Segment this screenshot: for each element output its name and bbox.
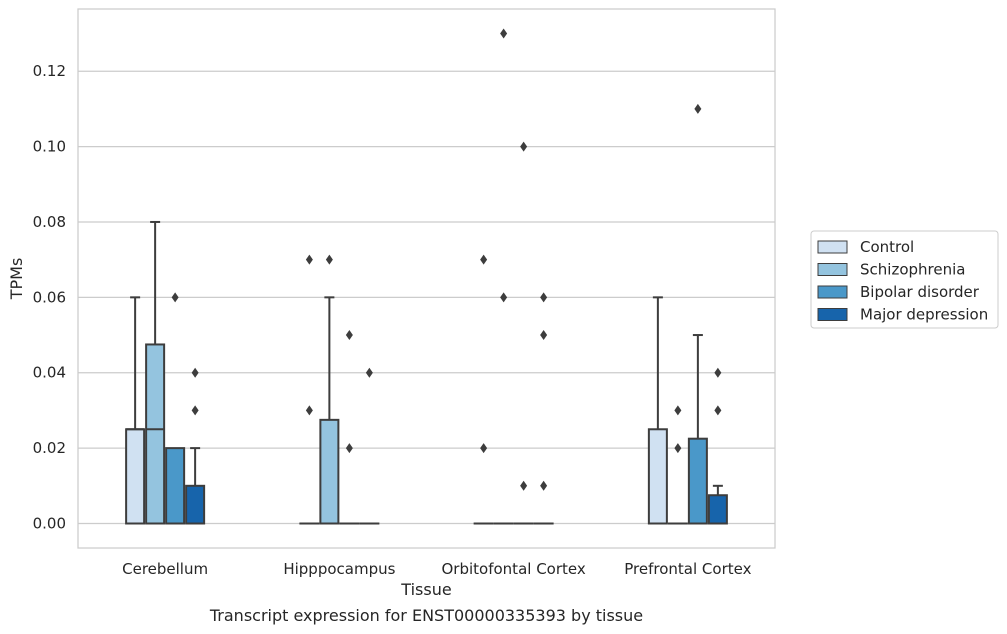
x-tick-label: Prefrontal Cortex (624, 560, 751, 578)
box-control (647, 296, 668, 525)
box-body (319, 418, 340, 525)
box-major-depression (533, 292, 554, 525)
plot-frame (77, 8, 776, 549)
chart-caption: Transcript expression for ENST0000033539… (209, 606, 644, 625)
outlier-point (171, 292, 179, 303)
y-tick-label: 0.06 (33, 288, 66, 306)
box-bipolar-disorder (165, 292, 186, 525)
outlier-point (500, 292, 508, 303)
x-tick-label: Hipppocampus (283, 560, 395, 578)
legend-swatch (817, 308, 848, 321)
legend-swatch (817, 240, 848, 254)
outlier-point (694, 103, 702, 114)
y-tick-label: 0.08 (33, 213, 66, 231)
outlier-point (305, 405, 313, 416)
box-major-depression (185, 367, 206, 525)
box-bipolar-disorder (339, 330, 360, 525)
box-bipolar-disorder (513, 141, 534, 525)
outlier-point (480, 254, 488, 265)
x-axis-ticks: Cerebellum Hipppocampus Orbitofontal Corte… (122, 560, 751, 578)
box-body (185, 484, 206, 525)
box-body (145, 343, 166, 525)
outlier-point (325, 254, 333, 265)
legend-label: Bipolar disorder (860, 283, 980, 301)
outlier-point (191, 367, 199, 378)
outlier-point (714, 367, 722, 378)
box-groups (125, 28, 728, 525)
box-body (125, 428, 146, 525)
outlier-point (714, 405, 722, 416)
outlier-point (674, 405, 682, 416)
legend-label: Major depression (860, 306, 988, 324)
legend-swatch (817, 263, 848, 276)
legend-label: Control (860, 238, 914, 256)
outlier-point (345, 330, 353, 341)
box-body (687, 437, 708, 525)
box-major-depression (359, 367, 380, 525)
x-axis-label: Tissue (400, 580, 451, 599)
box-schizophrenia (667, 405, 688, 525)
outlier-point (520, 141, 528, 152)
outlier-point (540, 292, 548, 303)
y-tick-label: 0.10 (33, 138, 66, 156)
outlier-point (365, 367, 373, 378)
box-schizophrenia (319, 254, 340, 525)
x-tick-label: Orbitofontal Cortex (442, 560, 586, 578)
box-major-depression (707, 367, 728, 525)
box-schizophrenia (145, 220, 166, 525)
box-schizophrenia (493, 28, 514, 525)
outlier-point (540, 480, 548, 491)
outlier-point (345, 443, 353, 454)
legend-swatch (817, 285, 848, 299)
outlier-point (520, 480, 528, 491)
legend-frame (810, 230, 999, 329)
outlier-point (540, 330, 548, 341)
outlier-point (480, 443, 488, 454)
y-axis-ticks: 0.00 0.02 0.04 0.06 0.08 0.10 0.12 (33, 62, 66, 532)
outlier-point (500, 28, 508, 39)
box-body (165, 447, 186, 525)
box-control (125, 296, 146, 525)
x-tick-label: Cerebellum (122, 560, 208, 578)
box-control (299, 254, 320, 525)
outlier-point (305, 254, 313, 265)
box-bipolar-disorder (687, 103, 708, 525)
y-tick-label: 0.00 (33, 515, 66, 533)
outlier-point (674, 443, 682, 454)
box-control (473, 254, 494, 525)
legend-label: Schizophrenia (860, 261, 965, 279)
y-tick-label: 0.04 (33, 364, 66, 382)
y-tick-label: 0.02 (33, 439, 66, 457)
legend: Control Schizophrenia Bipolar disorder Majo… (810, 230, 999, 329)
box-body (647, 428, 668, 525)
box-body (707, 494, 728, 525)
y-axis-label: TPMs (7, 258, 26, 301)
y-tick-label: 0.12 (33, 62, 66, 80)
outlier-point (191, 405, 199, 416)
